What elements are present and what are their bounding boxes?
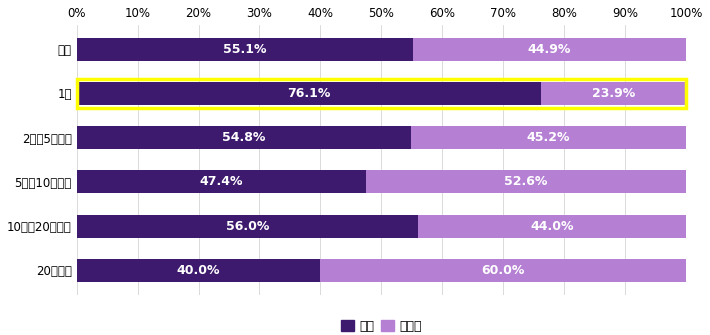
Bar <box>410 126 687 149</box>
Text: 52.6%: 52.6% <box>504 176 547 188</box>
Text: 76.1%: 76.1% <box>287 87 330 100</box>
Bar <box>418 215 687 238</box>
Text: 54.8%: 54.8% <box>222 131 266 144</box>
Bar <box>366 171 687 193</box>
Bar <box>77 38 413 61</box>
Bar <box>77 259 320 282</box>
Legend: はい, いいえ: はい, いいえ <box>337 315 427 335</box>
Text: 47.4%: 47.4% <box>200 176 243 188</box>
Bar <box>413 38 687 61</box>
Bar <box>320 259 687 282</box>
Text: 56.0%: 56.0% <box>226 220 269 233</box>
Bar <box>77 126 410 149</box>
Text: 44.0%: 44.0% <box>530 220 574 233</box>
Text: 60.0%: 60.0% <box>482 264 525 277</box>
Text: 44.9%: 44.9% <box>528 43 571 56</box>
Bar <box>540 82 687 105</box>
Text: 45.2%: 45.2% <box>527 131 570 144</box>
Text: 40.0%: 40.0% <box>177 264 220 277</box>
Text: 23.9%: 23.9% <box>592 87 635 100</box>
Bar <box>77 215 418 238</box>
Bar <box>77 82 540 105</box>
Text: 55.1%: 55.1% <box>223 43 266 56</box>
Bar <box>77 171 366 193</box>
